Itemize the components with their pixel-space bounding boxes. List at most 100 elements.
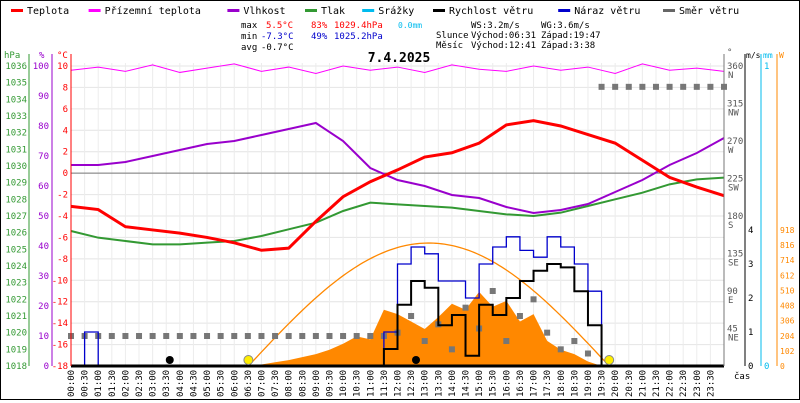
pressure-tick-label: 1026 [5,229,27,239]
x-tick-label: 01:00 [94,370,104,397]
pressure-tick-label: 1029 [5,179,27,189]
legend-swatch [88,9,101,12]
stat-min-label: min [241,32,257,42]
legend-swatch [433,9,445,12]
humidity-tick-label: 90 [38,92,49,102]
moon-event-icon [412,356,421,364]
legend: Teplota Přízemní teplota Vlhkost Tlak Srážky… [11,5,739,17]
x-tick-label: 06:00 [230,370,240,397]
solar-tick-label: 612 [780,271,795,280]
humidity-tick-label: 50 [38,212,49,222]
direction-compass-label: N [728,71,733,81]
sun-set: Západ:19:47 [541,31,601,41]
pressure-tick-label: 1027 [5,212,27,222]
wind-tick-label: 4 [748,226,753,236]
pressure-tick-label: 1033 [5,112,27,122]
pressure-tick-label: 1022 [5,295,27,305]
wind-direction-point [544,329,551,336]
x-tick-label: 13:30 [434,370,444,397]
wind-direction-point [680,83,687,90]
stats-block: max 5.5°C 83% 1029.4hPa 0.0mm min -7.3°C… [241,21,601,53]
x-tick-label: 05:30 [217,370,227,397]
legend-swatch [558,9,571,12]
x-tick-label: 02:00 [121,370,131,397]
wind-direction-point [557,346,564,353]
humidity-tick-label: 80 [38,122,49,132]
solar-tick-label: 918 [780,226,795,235]
humidity-tick-label: 60 [38,182,49,192]
temperature-tick-label: -16 [52,341,68,351]
direction-compass-label: W [728,146,734,156]
solar-unit: W [779,51,784,60]
pressure-tick-label: 1034 [5,95,27,105]
temperature-tick-label: 4 [63,126,68,136]
stat-max-pres: 1029.4hPa [334,21,383,31]
chart-title: 7.4.2025 [368,51,431,66]
wind-direction-point [285,333,292,339]
wind-direction-point [448,346,455,353]
x-tick-label: 15:30 [489,370,499,397]
legend-label: Teplota [27,6,69,17]
wind-direction-point [204,333,211,339]
wind-direction-point [625,83,632,90]
wind-direction-point [598,83,605,90]
wind-direction-point [530,296,537,303]
stat-avg-label: avg [241,43,257,53]
direction-compass-label: E [728,296,733,306]
moon-rise: Východ:12:41 [471,41,536,51]
wind-direction-point [340,333,347,339]
temperature-tick-label: 6 [63,105,68,115]
wind-direction-point [258,333,265,339]
stat-max-rain: 0.0mm [398,21,422,30]
wind-direction-point [176,333,183,339]
temperature-tick-label: 10 [57,62,68,72]
wind-direction-point [462,304,469,311]
direction-compass-label: NE [728,334,739,344]
legend-label: Tlak [321,6,345,17]
legend-label: Srážky [378,5,414,17]
temperature-line [70,119,725,252]
x-tick-label: 03:00 [149,370,159,397]
temperature-tick-label: 2 [63,148,68,158]
pressure-unit: hPa [4,51,20,61]
direction-compass-label: NW [728,109,739,119]
humidity-tick-label: 20 [38,302,49,312]
moon-label: Měsíc [436,41,463,51]
solar-tick-label: 306 [780,317,795,326]
temperature-unit: °C [57,51,68,61]
x-tick-label: 02:30 [135,370,145,397]
x-tick-label: 11:00 [366,370,376,397]
direction-tick-label: 45 [727,325,738,335]
legend-swatch [305,9,317,12]
humidity-tick-label: 30 [38,272,49,282]
humidity-tick-label: 10 [38,332,49,342]
wind-direction-point [244,333,251,339]
wind-direction-point [217,333,224,339]
x-tick-label: 07:30 [271,370,281,397]
direction-unit: ° [727,48,732,58]
x-tick-label: 01:30 [108,370,118,397]
temperature-tick-label: -8 [57,255,68,265]
moon-set: Západ:3:38 [541,41,595,51]
humidity-tick-label: 40 [38,242,49,252]
wind-direction-point [299,333,306,339]
humidity-tick-label: 100 [33,62,49,72]
legend-label: Rychlost větru [449,5,533,17]
pressure-tick-label: 1035 [5,79,27,89]
solar-tick-label: 102 [780,347,795,356]
direction-compass-label: SW [728,184,739,194]
pressure-tick-label: 1023 [5,279,27,289]
wind-direction-point [122,333,129,339]
x-tick-label: 08:00 [285,370,295,397]
wind-direction-point [326,333,333,339]
wind-direction-point [666,83,673,90]
pressure-tick-label: 1031 [5,145,27,155]
stat-min-hum: 49% [311,32,328,42]
wind-unit: m/s [746,51,761,60]
rain-tick-label: 1 [764,62,769,72]
x-tick-label: 16:30 [516,370,526,397]
wind-direction-point [612,83,619,90]
direction-compass-label: S [728,221,733,231]
stat-max-hum: 83% [311,21,328,31]
